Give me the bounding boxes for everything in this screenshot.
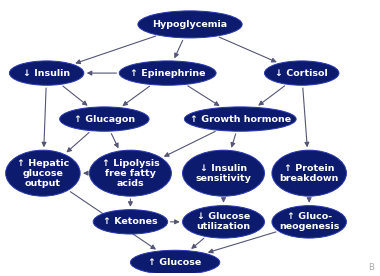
Ellipse shape: [272, 150, 347, 196]
Text: ↓ Insulin: ↓ Insulin: [23, 68, 70, 78]
Text: ↑ Lipolysis
free fatty
acids: ↑ Lipolysis free fatty acids: [101, 159, 159, 188]
Ellipse shape: [184, 107, 296, 131]
Ellipse shape: [138, 11, 242, 38]
Ellipse shape: [93, 210, 168, 234]
Text: ↑ Epinephrine: ↑ Epinephrine: [130, 68, 206, 78]
Text: ↑ Glucagon: ↑ Glucagon: [74, 115, 135, 124]
Text: B: B: [369, 263, 374, 272]
Ellipse shape: [130, 250, 220, 275]
Text: Hypoglycemia: Hypoglycemia: [152, 20, 228, 29]
Ellipse shape: [60, 107, 149, 131]
Ellipse shape: [182, 206, 264, 238]
Ellipse shape: [89, 150, 171, 196]
Text: ↑ Gluco-
neogenesis: ↑ Gluco- neogenesis: [279, 212, 339, 231]
Ellipse shape: [6, 150, 80, 196]
Text: ↑ Ketones: ↑ Ketones: [103, 217, 158, 226]
Text: ↓ Glucose
utilization: ↓ Glucose utilization: [196, 212, 250, 231]
Text: ↓ Insulin
sensitivity: ↓ Insulin sensitivity: [196, 164, 252, 183]
Text: ↑ Hepatic
glucose
output: ↑ Hepatic glucose output: [17, 159, 69, 188]
Text: ↑ Growth hormone: ↑ Growth hormone: [190, 115, 291, 124]
Text: ↑ Protein
breakdown: ↑ Protein breakdown: [279, 164, 339, 183]
Ellipse shape: [182, 150, 264, 196]
Ellipse shape: [119, 61, 216, 85]
Ellipse shape: [272, 206, 347, 238]
Ellipse shape: [10, 61, 84, 85]
Ellipse shape: [264, 61, 339, 85]
Text: ↑ Glucose: ↑ Glucose: [149, 258, 202, 267]
Text: ↓ Cortisol: ↓ Cortisol: [276, 68, 328, 78]
